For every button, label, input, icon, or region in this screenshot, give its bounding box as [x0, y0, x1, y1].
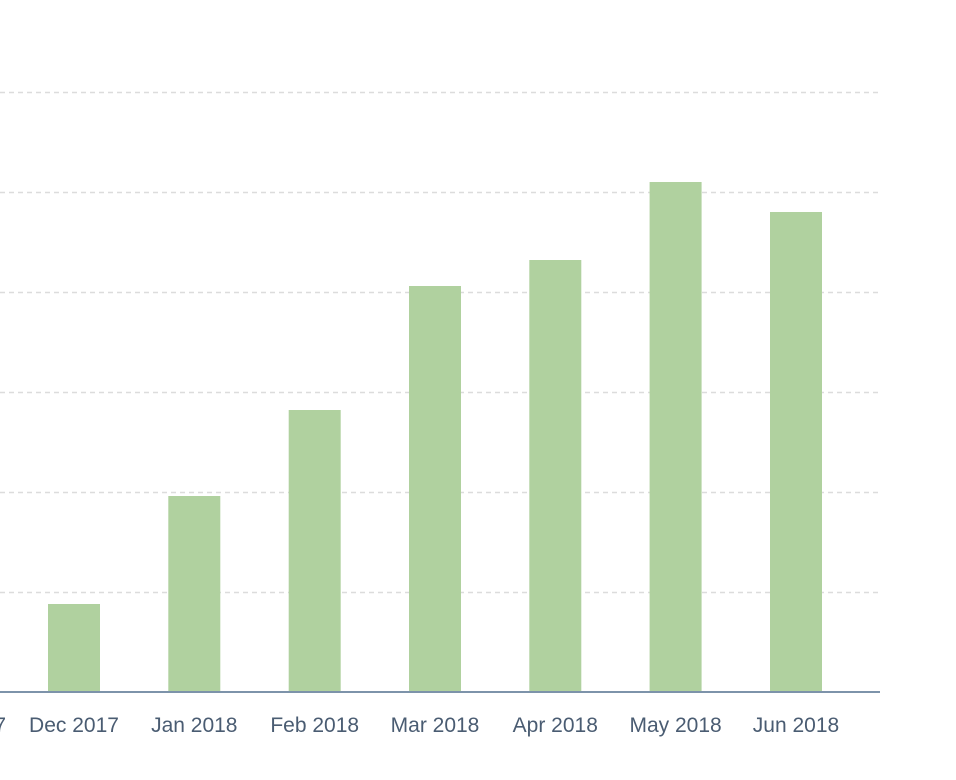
x-tick-label-jan-2018: Jan 2018	[151, 714, 237, 737]
x-tick-label-dec-2017: Dec 2017	[29, 714, 119, 737]
x-tick-label-may-2018: May 2018	[629, 714, 721, 737]
x-tick-label-apr-2018: Apr 2018	[513, 714, 598, 737]
x-tick-label-partial: 7	[0, 714, 6, 737]
bar-may-2018[interactable]	[649, 182, 702, 692]
gridlines	[0, 91, 880, 594]
bar-jan-2018[interactable]	[168, 496, 221, 692]
x-tick-label-mar-2018: Mar 2018	[391, 714, 480, 737]
bar-dec-2017[interactable]	[48, 604, 100, 692]
bar-apr-2018[interactable]	[529, 260, 582, 692]
x-tick-label-feb-2018: Feb 2018	[270, 714, 359, 737]
bars	[48, 182, 822, 692]
x-tick-label-jun-2018: Jun 2018	[753, 714, 839, 737]
bar-mar-2018[interactable]	[409, 286, 461, 692]
bar-jun-2018[interactable]	[770, 212, 822, 692]
x-tick-labels: 7 Dec 2017 Jan 2018 Feb 2018 Mar 2018 Apr 201…	[0, 714, 839, 737]
bar-feb-2018[interactable]	[288, 410, 341, 692]
